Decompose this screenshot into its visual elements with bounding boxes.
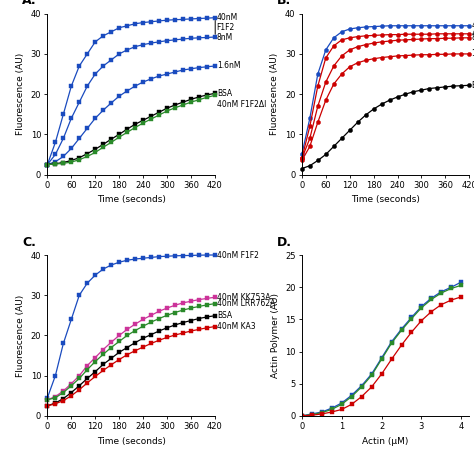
Text: BSA: BSA: [471, 81, 474, 90]
Text: 40nM F1F2ΔI: 40nM F1F2ΔI: [217, 100, 266, 109]
Text: 1.6nM: 1.6nM: [217, 62, 240, 70]
Text: B.: B.: [277, 0, 291, 7]
X-axis label: Time (seconds): Time (seconds): [97, 196, 165, 204]
Text: BSA: BSA: [217, 89, 232, 98]
X-axis label: Actin (μM): Actin (μM): [362, 437, 409, 446]
Text: 1.6nM: 1.6nM: [471, 49, 474, 58]
Text: 40nM: 40nM: [471, 21, 474, 30]
Text: D.: D.: [277, 235, 292, 249]
Text: 40nM KK753A: 40nM KK753A: [217, 293, 270, 302]
Text: 8nM: 8nM: [471, 33, 474, 43]
Text: BSA: BSA: [217, 311, 232, 320]
Text: 40nM KA3: 40nM KA3: [217, 322, 255, 331]
X-axis label: Time (seconds): Time (seconds): [97, 437, 165, 446]
Y-axis label: Fluorescence (AU): Fluorescence (AU): [16, 53, 25, 135]
Text: 40nM: 40nM: [217, 13, 238, 22]
Text: A.: A.: [22, 0, 37, 7]
Text: F1F2: F1F2: [217, 23, 235, 32]
Text: 40nM: 40nM: [471, 29, 474, 38]
Text: 8nM: 8nM: [217, 32, 233, 42]
Y-axis label: Fluorescence (AU): Fluorescence (AU): [271, 53, 280, 135]
Y-axis label: Actin Polymer (AU): Actin Polymer (AU): [271, 293, 280, 378]
Text: C.: C.: [22, 235, 36, 249]
X-axis label: Time (seconds): Time (seconds): [351, 196, 420, 204]
Text: 40nM F1F2: 40nM F1F2: [217, 250, 259, 260]
Y-axis label: Fluorescence (AU): Fluorescence (AU): [16, 294, 25, 377]
Text: 40nM LRR762A: 40nM LRR762A: [217, 299, 275, 308]
